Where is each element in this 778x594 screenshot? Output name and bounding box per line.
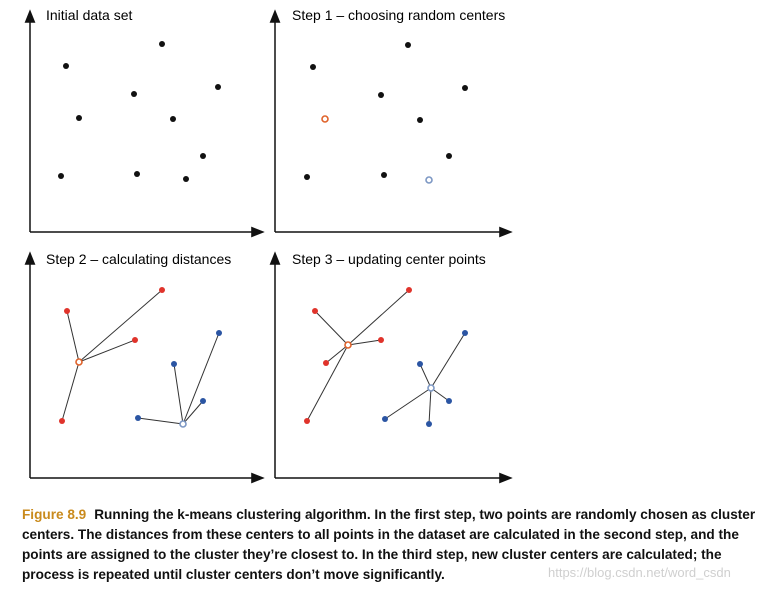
distance-line bbox=[78, 289, 163, 363]
cluster-center-red bbox=[344, 341, 352, 349]
data-point bbox=[170, 116, 176, 122]
blue-point bbox=[426, 421, 432, 427]
figure-label: Figure 8.9 bbox=[22, 507, 87, 522]
data-point bbox=[200, 153, 206, 159]
data-point bbox=[310, 64, 316, 70]
cluster-center-blue bbox=[427, 384, 435, 392]
data-point bbox=[63, 63, 69, 69]
data-point bbox=[378, 92, 384, 98]
watermark: https://blog.csdn.net/word_csdn bbox=[548, 565, 731, 580]
data-point bbox=[159, 41, 165, 47]
cluster-center-red bbox=[321, 115, 329, 123]
distance-line bbox=[137, 417, 184, 425]
red-cluster-points bbox=[59, 287, 165, 424]
distance-line bbox=[173, 363, 184, 425]
data-point bbox=[417, 117, 423, 123]
data-point bbox=[76, 115, 82, 121]
red-point bbox=[159, 287, 165, 293]
data-points bbox=[58, 41, 221, 182]
data-point bbox=[183, 176, 189, 182]
red-point bbox=[132, 337, 138, 343]
blue-point bbox=[462, 330, 468, 336]
distance-lines bbox=[306, 289, 466, 425]
data-point bbox=[405, 42, 411, 48]
red-point bbox=[59, 418, 65, 424]
cluster-center-red bbox=[75, 358, 83, 366]
cluster-center-blue bbox=[179, 420, 187, 428]
data-points bbox=[304, 42, 468, 180]
panel-title-step3: Step 3 – updating center points bbox=[292, 251, 486, 267]
red-point bbox=[304, 418, 310, 424]
kmeans-diagram: Initial data set Step 1 – choosing rando… bbox=[24, 7, 513, 484]
cluster-center-blue bbox=[425, 176, 433, 184]
blue-point bbox=[171, 361, 177, 367]
figure-caption: Figure 8.9 Running the k-means clustering… bbox=[22, 505, 767, 585]
data-point bbox=[446, 153, 452, 159]
panel-step3: Step 3 – updating center points bbox=[269, 251, 513, 484]
data-point bbox=[215, 84, 221, 90]
data-point bbox=[304, 174, 310, 180]
distance-line bbox=[66, 310, 80, 363]
data-point bbox=[381, 172, 387, 178]
distance-line bbox=[384, 387, 432, 420]
red-cluster-points bbox=[304, 287, 412, 424]
distance-line bbox=[182, 400, 204, 425]
panel-initial-data: Initial data set bbox=[24, 7, 265, 238]
distance-line bbox=[428, 387, 432, 425]
distance-line bbox=[347, 289, 410, 346]
data-point bbox=[58, 173, 64, 179]
distance-line bbox=[314, 310, 349, 346]
blue-point bbox=[382, 416, 388, 422]
panel-title-step1: Step 1 – choosing random centers bbox=[292, 7, 505, 23]
red-point bbox=[406, 287, 412, 293]
blue-point bbox=[216, 330, 222, 336]
red-point bbox=[378, 337, 384, 343]
distance-line bbox=[347, 339, 382, 346]
data-point bbox=[131, 91, 137, 97]
data-point bbox=[134, 171, 140, 177]
red-point bbox=[323, 360, 329, 366]
blue-cluster-points bbox=[382, 330, 468, 427]
blue-point bbox=[135, 415, 141, 421]
distance-line bbox=[419, 363, 432, 389]
distance-line bbox=[61, 361, 80, 422]
blue-cluster-points bbox=[135, 330, 222, 421]
panel-title-step2: Step 2 – calculating distances bbox=[46, 251, 231, 267]
red-point bbox=[64, 308, 70, 314]
blue-point bbox=[417, 361, 423, 367]
distance-line bbox=[182, 332, 220, 425]
caption-text: Running the k-means clustering algorithm… bbox=[22, 507, 756, 582]
distance-line bbox=[325, 344, 349, 364]
panel-step1: Step 1 – choosing random centers bbox=[269, 7, 513, 238]
distance-line bbox=[306, 344, 349, 422]
panel-step2: Step 2 – calculating distances bbox=[24, 251, 265, 484]
data-point bbox=[462, 85, 468, 91]
distance-line bbox=[430, 332, 466, 389]
panel-title-initial: Initial data set bbox=[46, 7, 132, 23]
blue-point bbox=[446, 398, 452, 404]
distance-lines bbox=[61, 289, 220, 425]
red-point bbox=[312, 308, 318, 314]
blue-point bbox=[200, 398, 206, 404]
distance-line bbox=[78, 339, 136, 363]
